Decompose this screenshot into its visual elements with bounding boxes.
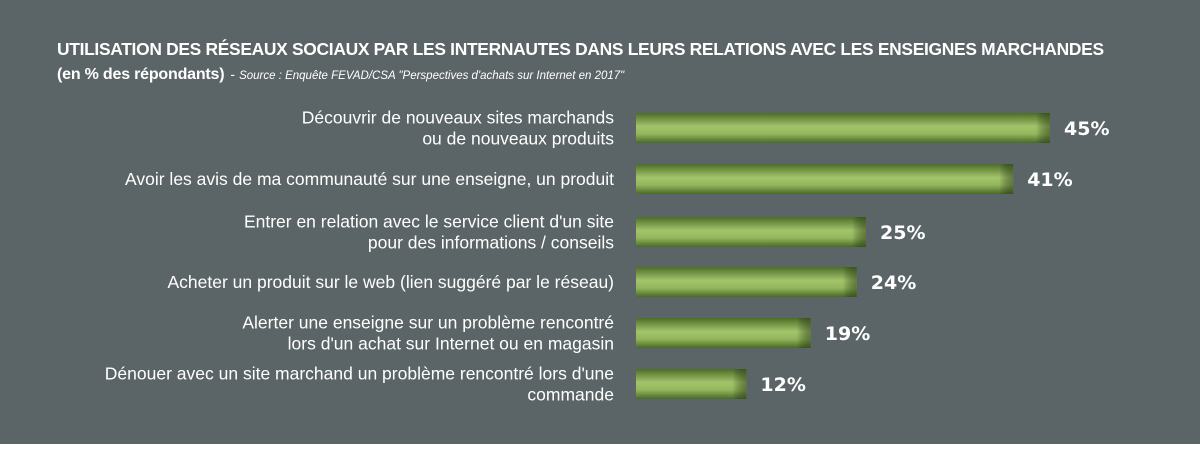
category-label: Dénouer avec un site marchand un problèm… — [105, 364, 614, 384]
category-label: Avoir les avis de ma communauté sur une … — [125, 169, 614, 189]
value-label: 19% — [825, 323, 870, 345]
bar — [636, 164, 1014, 194]
value-label: 41% — [1027, 169, 1072, 191]
bar-end-shade — [732, 369, 747, 399]
bar-end-shade — [796, 318, 811, 348]
category-label: ou de nouveaux produits — [422, 129, 614, 149]
value-label: 24% — [871, 272, 916, 294]
bar-end-shade — [852, 217, 866, 247]
chart-subtitle: (en % des répondants) — [57, 66, 225, 83]
bar — [636, 217, 866, 247]
chart-title: UTILISATION DES RÉSEAUX SOCIAUX PAR LES … — [57, 39, 1104, 59]
category-label: Acheter un produit sur le web (lien sugg… — [168, 272, 615, 292]
category-label: Découvrir de nouveaux sites marchands — [302, 108, 614, 128]
bar-end-shade — [1036, 113, 1050, 143]
chart-source: Source : Enquête FEVAD/CSA "Perspectives… — [239, 70, 625, 82]
bar — [636, 318, 811, 348]
category-label: commande — [527, 385, 614, 405]
subtitle-line: (en % des répondants) - Source : Enquête F… — [57, 66, 1157, 84]
category-label: pour des informations / conseils — [368, 233, 614, 253]
bar — [636, 369, 747, 399]
bar-end-shade — [842, 267, 857, 297]
category-label: Alerter une enseigne sur un problème ren… — [242, 313, 614, 333]
bars-layer: 45% Découvrir de nouveaux sites marchands… — [105, 108, 1110, 405]
category-label: lors d'un achat sur Internet ou en magas… — [288, 334, 614, 354]
category-label: Entrer en relation avec le service clien… — [244, 212, 614, 232]
value-label: 12% — [760, 374, 805, 396]
value-label: 45% — [1064, 118, 1109, 140]
source-separator: - — [230, 66, 236, 82]
bar-end-shade — [999, 164, 1014, 194]
bar — [636, 113, 1050, 143]
bar — [636, 267, 857, 297]
value-label: 25% — [880, 222, 925, 244]
